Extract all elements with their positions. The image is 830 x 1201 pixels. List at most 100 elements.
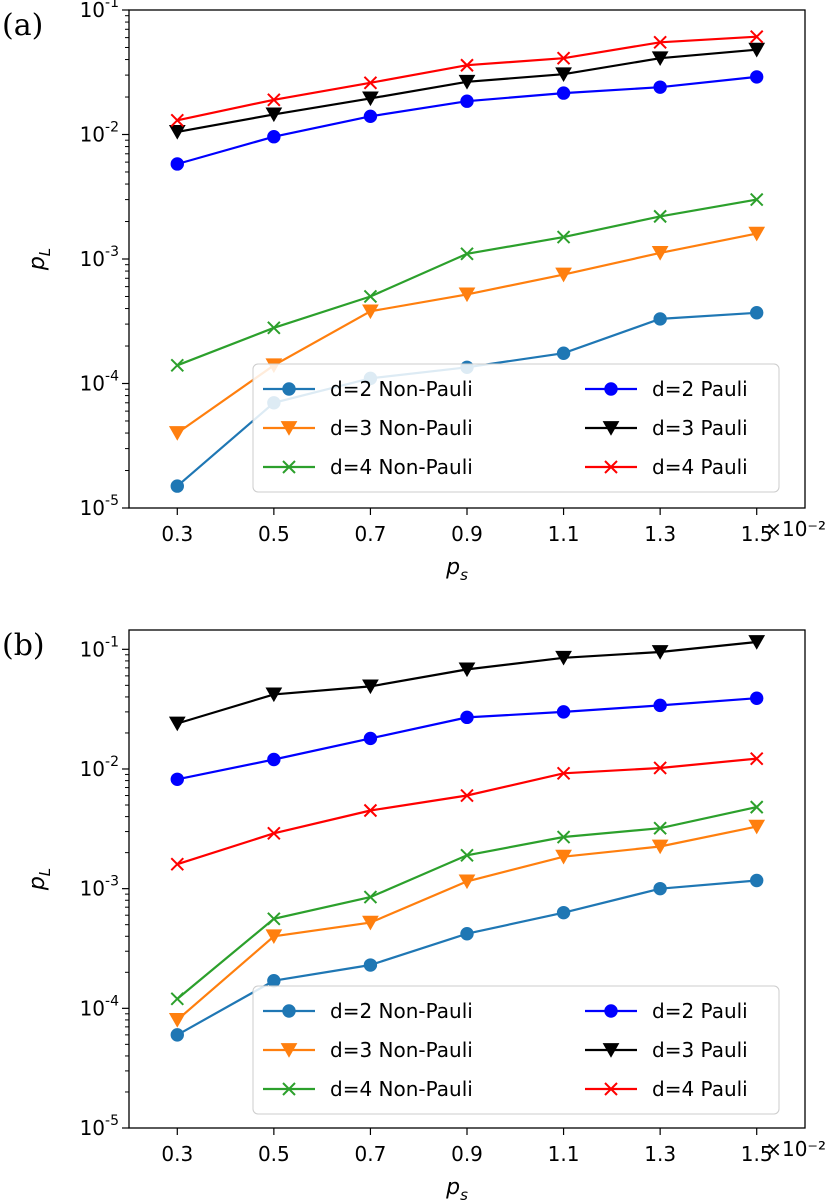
series-d-3-pauli bbox=[168, 42, 766, 140]
legend-swatch-marker bbox=[602, 421, 620, 436]
data-point bbox=[653, 312, 667, 326]
data-point bbox=[750, 751, 764, 766]
x-tick-label: 1.1 bbox=[548, 1142, 580, 1166]
data-point bbox=[750, 691, 764, 705]
y-tick-base: 10 bbox=[80, 372, 105, 396]
x-tick-label: 1.3 bbox=[644, 1142, 676, 1166]
data-point bbox=[653, 80, 667, 94]
x-axis-label: ps bbox=[445, 1175, 468, 1201]
legend-swatch-marker bbox=[602, 1043, 620, 1058]
y-tick-label: 10-5 bbox=[80, 493, 119, 520]
series-line bbox=[177, 75, 757, 166]
y-tick-base: 10 bbox=[80, 496, 105, 520]
data-point bbox=[170, 113, 184, 128]
legend-swatch-marker bbox=[604, 382, 618, 396]
panel-label: (a) bbox=[2, 8, 43, 43]
data-point bbox=[555, 849, 572, 865]
data-point bbox=[556, 230, 571, 244]
x-axis-label-sub: s bbox=[460, 1186, 468, 1201]
y-tick-exponent: -1 bbox=[105, 0, 119, 11]
data-point bbox=[460, 788, 474, 803]
data-point bbox=[362, 304, 379, 320]
data-point bbox=[460, 710, 474, 725]
y-tick-base: 10 bbox=[80, 0, 105, 22]
legend-swatch-marker bbox=[282, 1004, 296, 1018]
data-point bbox=[267, 752, 281, 767]
y-tick-exponent: -5 bbox=[105, 493, 119, 509]
y-tick-label: 10-5 bbox=[80, 1113, 119, 1140]
panel-label: (b) bbox=[2, 628, 45, 663]
data-point bbox=[267, 974, 281, 988]
data-point bbox=[267, 321, 281, 335]
data-point bbox=[750, 192, 764, 207]
legend-box bbox=[252, 985, 780, 1115]
data-point bbox=[168, 426, 186, 441]
y-axis-label-sub: L bbox=[36, 868, 54, 876]
data-point bbox=[460, 848, 474, 863]
data-point bbox=[750, 70, 764, 84]
x-tick-label: 0.9 bbox=[451, 1142, 483, 1166]
data-point bbox=[653, 881, 667, 896]
y-tick-exponent: -3 bbox=[105, 874, 119, 890]
y-tick-exponent: -5 bbox=[105, 1113, 119, 1129]
data-point bbox=[651, 839, 669, 855]
legend-label: d=4 Non-Pauli bbox=[330, 1077, 473, 1101]
data-point bbox=[748, 42, 766, 58]
data-point bbox=[556, 51, 571, 65]
legend-label: d=4 Non-Pauli bbox=[330, 455, 473, 479]
data-point bbox=[555, 67, 572, 82]
x-axis-label-sub: s bbox=[460, 566, 468, 584]
data-point bbox=[556, 905, 571, 920]
x-tick-label: 0.5 bbox=[258, 1142, 290, 1166]
legend-swatch-marker bbox=[282, 460, 296, 474]
data-point bbox=[653, 698, 667, 713]
legend-swatch-marker bbox=[604, 1004, 618, 1018]
series-line bbox=[176, 757, 757, 866]
y-axis-label: pL bbox=[25, 868, 54, 891]
data-point bbox=[458, 287, 476, 303]
y-tick-exponent: -2 bbox=[105, 120, 119, 136]
x-tick-label: 1.5 bbox=[741, 522, 773, 546]
data-point bbox=[460, 58, 474, 72]
data-point bbox=[555, 267, 572, 283]
chart-panel-2: (b)10-510-410-310-210-10.3 0.5 0.7 0.9 1.1 1.… bbox=[2, 628, 826, 1201]
data-point bbox=[267, 130, 281, 144]
y-axis-label-main: p bbox=[25, 876, 50, 891]
data-point bbox=[750, 800, 764, 814]
data-point bbox=[556, 705, 571, 719]
data-point bbox=[363, 109, 378, 124]
x-tick-label: 1.1 bbox=[548, 522, 580, 546]
x-axis-label-main: p bbox=[445, 555, 460, 580]
data-point bbox=[170, 358, 184, 373]
data-point bbox=[363, 731, 378, 746]
legend-label: d=3 Pauli bbox=[652, 1038, 748, 1062]
y-tick-base: 10 bbox=[80, 123, 105, 147]
y-tick-base: 10 bbox=[80, 1116, 105, 1140]
data-point bbox=[363, 803, 378, 818]
legend-swatch-marker bbox=[280, 1043, 298, 1058]
data-point bbox=[651, 51, 669, 66]
y-tick-label: 10-3 bbox=[80, 244, 119, 271]
data-point bbox=[168, 1013, 186, 1028]
data-point bbox=[170, 992, 184, 1006]
data-point bbox=[363, 289, 378, 304]
data-point bbox=[363, 890, 378, 904]
data-point bbox=[170, 772, 184, 786]
data-point bbox=[265, 687, 283, 703]
legend-label: d=2 Non-Pauli bbox=[330, 999, 473, 1023]
x-tick-label: 1.5 bbox=[741, 1142, 773, 1166]
series-d-2-pauli bbox=[170, 691, 764, 786]
y-tick-base: 10 bbox=[80, 247, 105, 271]
x-tick-label: 0.3 bbox=[161, 522, 193, 546]
legend-label: d=4 Pauli bbox=[652, 455, 748, 479]
data-point bbox=[170, 1028, 184, 1042]
y-tick-base: 10 bbox=[80, 996, 105, 1020]
y-tick-exponent: -3 bbox=[105, 244, 119, 260]
data-point bbox=[265, 107, 283, 123]
y-tick-label: 10-1 bbox=[80, 634, 119, 661]
x-tick-label: 0.3 bbox=[161, 1142, 193, 1166]
y-tick-base: 10 bbox=[80, 637, 105, 661]
x-tick-label: 0.7 bbox=[355, 1142, 387, 1166]
y-axis-label: pL bbox=[25, 248, 54, 271]
